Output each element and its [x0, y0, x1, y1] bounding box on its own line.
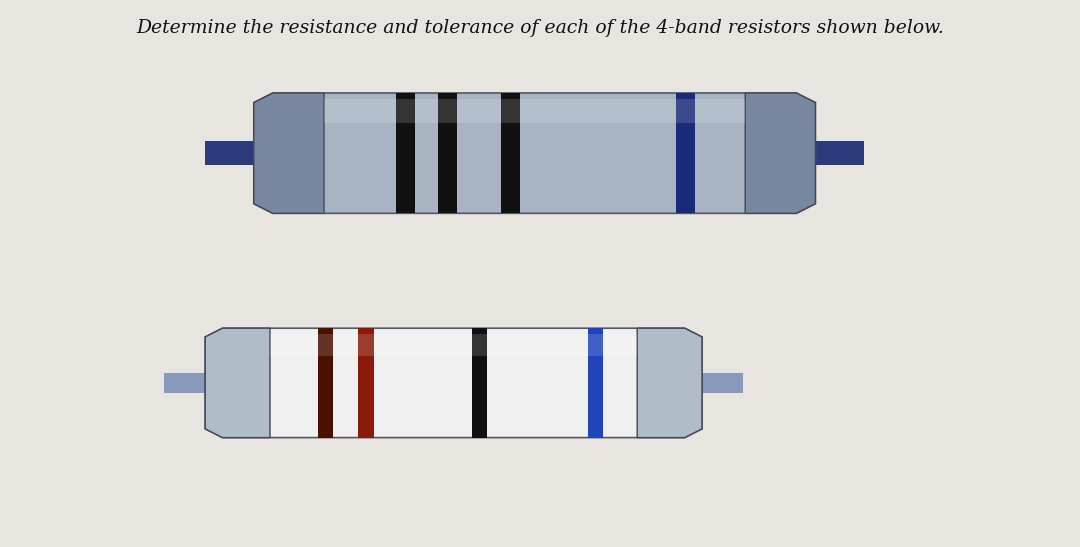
Bar	[588, 328, 603, 438]
Bar	[472, 328, 487, 438]
Bar	[395, 93, 415, 213]
Bar	[501, 93, 519, 213]
Bar	[324, 99, 745, 123]
Bar	[359, 328, 374, 438]
Bar	[676, 93, 694, 213]
PathPatch shape	[205, 328, 270, 438]
Bar	[318, 328, 333, 438]
PathPatch shape	[637, 328, 702, 438]
PathPatch shape	[745, 93, 815, 213]
PathPatch shape	[205, 328, 702, 438]
PathPatch shape	[254, 93, 815, 213]
Bar	[270, 334, 637, 356]
PathPatch shape	[254, 93, 324, 213]
Bar	[815, 141, 864, 165]
Bar	[205, 141, 254, 165]
Bar	[702, 373, 743, 393]
Bar	[164, 373, 205, 393]
Bar	[437, 93, 457, 213]
Text: Determine the resistance and tolerance of each of the 4-band resistors shown bel: Determine the resistance and tolerance o…	[136, 19, 944, 37]
